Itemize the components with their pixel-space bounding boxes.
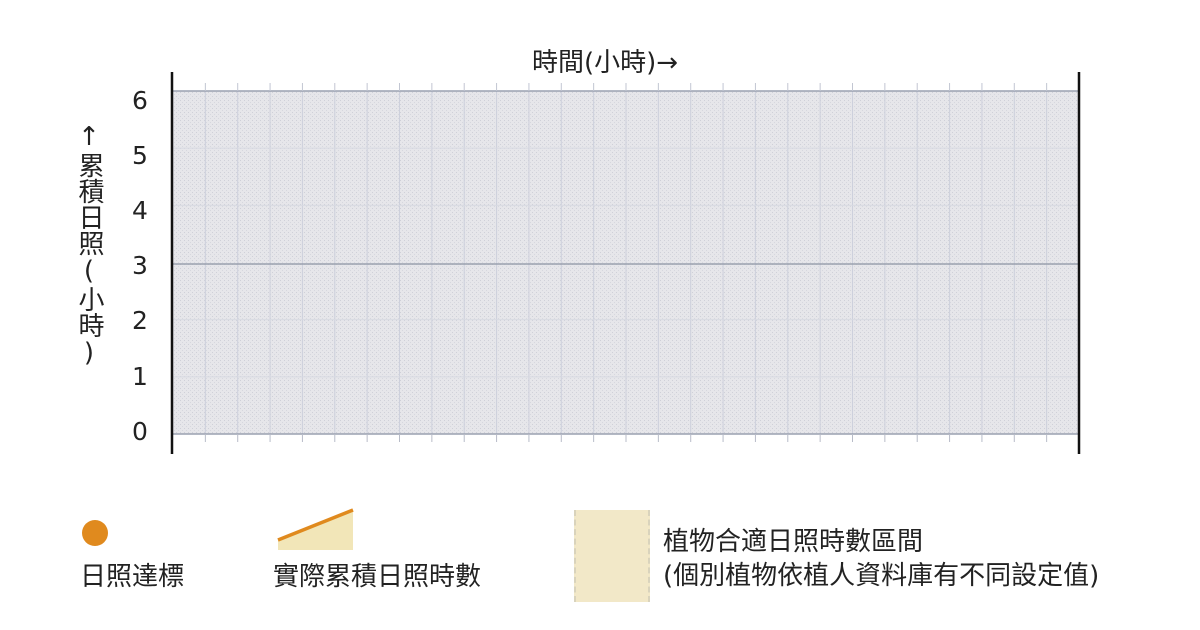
legend-actual-label: 實際累積日照時數 <box>273 562 482 592</box>
legend-zone-sublabel: (個別植物依植人資料庫有不同設定值) <box>663 561 1100 591</box>
y-tick-label: 5 <box>132 141 148 170</box>
y-tick-label: 6 <box>132 86 148 115</box>
goal-dot-icon <box>82 520 108 546</box>
legend-zone-label: 植物合適日照時數區間 <box>663 527 924 557</box>
y-tick-label: 2 <box>132 306 148 335</box>
x-ticks <box>204 83 1048 442</box>
zone-legend-icon <box>574 510 650 602</box>
y-tick-label: 0 <box>132 417 148 446</box>
y-axis-title: ↑累積日照(小時) <box>74 122 104 368</box>
y-tick-label: 1 <box>132 362 148 391</box>
x-axis-title: 時間(小時)→ <box>532 48 679 78</box>
horizontal-grid <box>173 147 1079 378</box>
y-tick-label: 3 <box>132 251 148 280</box>
legend-area-icon <box>277 508 354 550</box>
y-tick-label: 4 <box>132 196 148 225</box>
legend-goal-label: 日照達標 <box>80 562 185 592</box>
